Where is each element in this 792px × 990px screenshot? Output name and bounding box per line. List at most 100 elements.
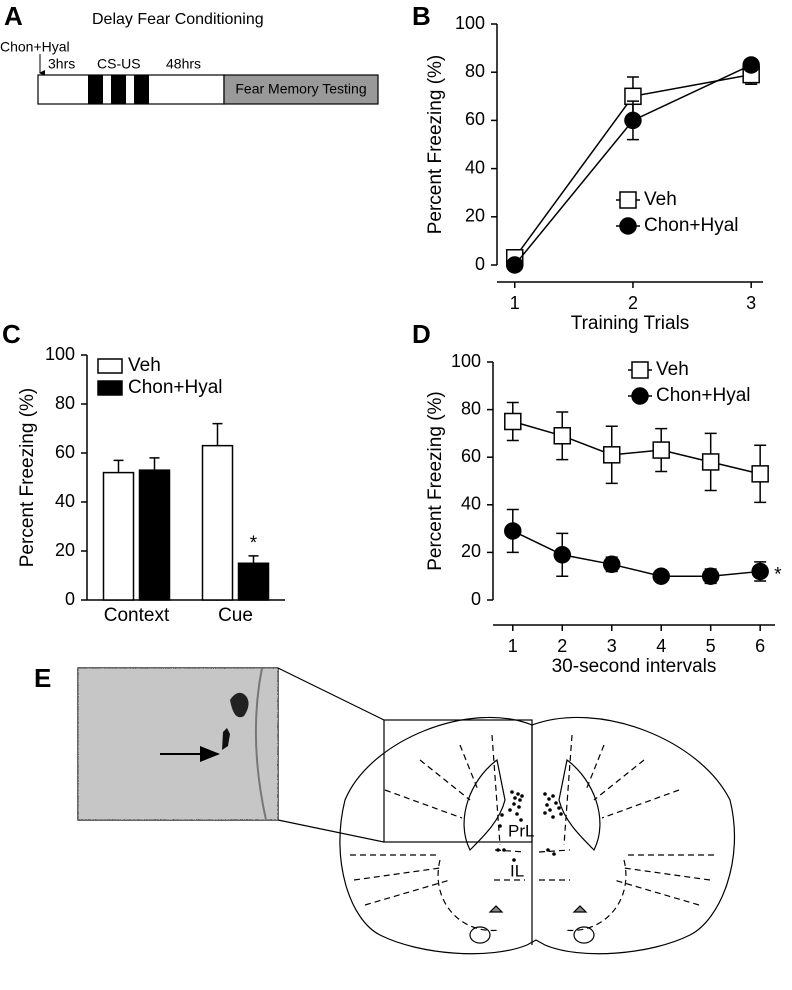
bar bbox=[237, 562, 270, 601]
bar bbox=[138, 469, 171, 601]
cs-us-block bbox=[134, 75, 149, 104]
legend-label: Veh bbox=[644, 189, 677, 210]
zoom-line bbox=[277, 667, 385, 721]
cannula-tip bbox=[222, 728, 230, 750]
ventricle bbox=[558, 758, 601, 852]
series-line bbox=[512, 420, 761, 475]
marker bbox=[701, 567, 720, 585]
brain-outline bbox=[339, 716, 736, 955]
marker bbox=[652, 441, 670, 459]
x-tick-label: 6 bbox=[755, 636, 765, 656]
legend-label: Veh bbox=[656, 359, 689, 380]
ventricle bbox=[463, 758, 506, 852]
panel-label: D bbox=[412, 319, 431, 349]
cs-us-block bbox=[88, 75, 103, 104]
marker bbox=[751, 562, 769, 581]
panel-label: E bbox=[34, 663, 51, 693]
y-tick-label: 20 bbox=[465, 206, 485, 226]
legend-label: Chon+Hyal bbox=[128, 377, 223, 398]
cs-us-block bbox=[111, 75, 126, 104]
delay-label: 48hrs bbox=[166, 56, 201, 72]
chart: D Percent Freezing (%) 0 20 40 60 80 100 1 2 3 4 5 6 3… bbox=[412, 319, 782, 677]
structure bbox=[469, 926, 491, 944]
protocol-title: Delay Fear Conditioning bbox=[92, 11, 264, 28]
lesion bbox=[230, 692, 249, 718]
y-axis-label: Percent Freezing (%) bbox=[17, 388, 38, 568]
bar bbox=[201, 444, 234, 601]
legend-swatch bbox=[97, 380, 123, 396]
y-tick-label: 40 bbox=[55, 491, 75, 511]
region-label: IL bbox=[510, 861, 524, 880]
legend-label: Veh bbox=[128, 355, 161, 376]
error-bar bbox=[149, 457, 160, 471]
x-tick-label: 2 bbox=[628, 293, 638, 313]
x-axis-label: Training Trials bbox=[571, 313, 690, 334]
marker bbox=[624, 111, 642, 130]
y-tick-label: 80 bbox=[55, 393, 75, 413]
region-label: PrL bbox=[508, 821, 534, 840]
y-tick-label: 20 bbox=[461, 541, 481, 561]
x-tick-label: Cue bbox=[218, 605, 253, 626]
y-tick-label: 60 bbox=[461, 446, 481, 466]
y-tick-label: 40 bbox=[461, 494, 481, 514]
testing-block bbox=[223, 74, 379, 105]
marker bbox=[701, 453, 720, 471]
x-tick-label: 4 bbox=[656, 636, 666, 656]
y-tick-label: 80 bbox=[465, 61, 485, 81]
panel-a: A Delay Fear Conditioning Chon+Hyal 3hrs… bbox=[0, 1, 379, 105]
marker bbox=[504, 412, 522, 431]
structure bbox=[573, 926, 595, 944]
y-tick-label: 0 bbox=[475, 254, 485, 274]
legend-label: Chon+Hyal bbox=[644, 215, 739, 236]
x-tick-label: 1 bbox=[508, 636, 518, 656]
annotation: * bbox=[250, 533, 258, 554]
y-tick-label: 60 bbox=[465, 109, 485, 129]
panel-label: B bbox=[412, 1, 431, 31]
legend-label: Chon+Hyal bbox=[656, 385, 751, 406]
marker bbox=[751, 465, 769, 483]
training-label: CS-US bbox=[97, 56, 141, 72]
chart: B Percent Freezing (%) 0 20 40 60 80 100 1 2 3 Trai… bbox=[412, 1, 763, 334]
legend-marker bbox=[619, 191, 637, 209]
annotation: * bbox=[774, 564, 782, 585]
error-bar bbox=[113, 459, 124, 473]
structure bbox=[572, 905, 588, 913]
marker bbox=[602, 555, 621, 574]
delay-label: 3hrs bbox=[48, 56, 75, 72]
y-tick-label: 0 bbox=[471, 589, 481, 609]
panel-label: A bbox=[4, 1, 23, 31]
x-tick-label: 3 bbox=[607, 636, 617, 656]
y-tick-label: 80 bbox=[461, 398, 481, 418]
marker bbox=[553, 546, 572, 564]
legend-marker bbox=[631, 361, 649, 379]
y-axis-label: Percent Freezing (%) bbox=[425, 55, 446, 235]
zoom-line bbox=[277, 819, 385, 843]
marker bbox=[504, 522, 522, 540]
panel-label: C bbox=[2, 319, 21, 349]
drug-label: Chon+Hyal bbox=[0, 39, 70, 55]
placement-dots bbox=[496, 790, 563, 862]
chart: C Percent Freezing (%) 0 20 40 60 80 100 Context… bbox=[2, 319, 285, 626]
y-tick-label: 0 bbox=[65, 589, 75, 609]
y-tick-label: 100 bbox=[455, 13, 485, 33]
x-tick-label: 3 bbox=[746, 293, 756, 313]
testing-label: Fear Memory Testing bbox=[235, 81, 366, 97]
legend-marker bbox=[631, 387, 649, 405]
x-axis-label: 30-second intervals bbox=[552, 656, 717, 677]
y-tick-label: 60 bbox=[55, 442, 75, 462]
structure bbox=[488, 905, 504, 913]
bar bbox=[102, 471, 135, 601]
marker bbox=[742, 56, 760, 74]
midline bbox=[254, 667, 267, 821]
y-tick-label: 20 bbox=[55, 540, 75, 560]
error-bar bbox=[248, 555, 259, 564]
region-borders bbox=[350, 734, 714, 932]
marker bbox=[553, 427, 572, 445]
x-tick-label: 2 bbox=[557, 636, 567, 656]
legend-marker bbox=[619, 217, 637, 235]
marker bbox=[602, 446, 621, 464]
panel-e: E bbox=[34, 663, 736, 955]
error-bar bbox=[212, 422, 223, 446]
marker bbox=[505, 256, 524, 274]
